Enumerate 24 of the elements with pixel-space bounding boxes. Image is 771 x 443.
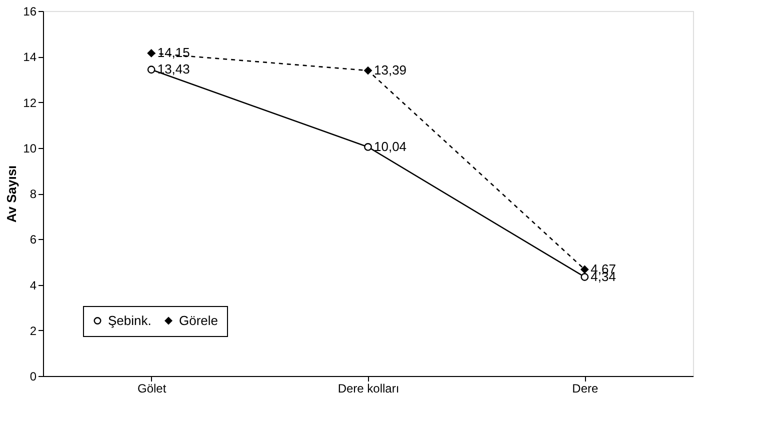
data-label: 13,39	[374, 62, 407, 78]
y-tick-label: 16	[23, 4, 37, 18]
data-label: 10,04	[374, 138, 407, 154]
x-tick-label: Dere kolları	[338, 382, 400, 396]
x-tick-label: Gölet	[137, 382, 167, 396]
legend-label: Görele	[179, 312, 218, 328]
y-tick-label: 14	[23, 50, 37, 64]
y-tick-label: 8	[30, 187, 37, 201]
legend-label: Şebink.	[108, 312, 152, 328]
x-tick-label: Dere	[572, 382, 598, 396]
point	[364, 66, 372, 74]
y-tick-label: 6	[30, 232, 37, 247]
point	[364, 143, 372, 151]
y-tick-label: 4	[30, 278, 37, 292]
point	[147, 66, 156, 74]
y-tick-label: 2	[30, 324, 37, 338]
point	[580, 266, 589, 274]
y-tick-label: 10	[23, 141, 37, 156]
point	[147, 49, 156, 58]
y-tick-label: 0	[30, 370, 37, 384]
point	[580, 273, 589, 281]
data-label: 13,43	[157, 62, 190, 77]
y-tick-label: 12	[23, 96, 37, 110]
y-axis-title: Av Sayısı	[4, 165, 20, 223]
